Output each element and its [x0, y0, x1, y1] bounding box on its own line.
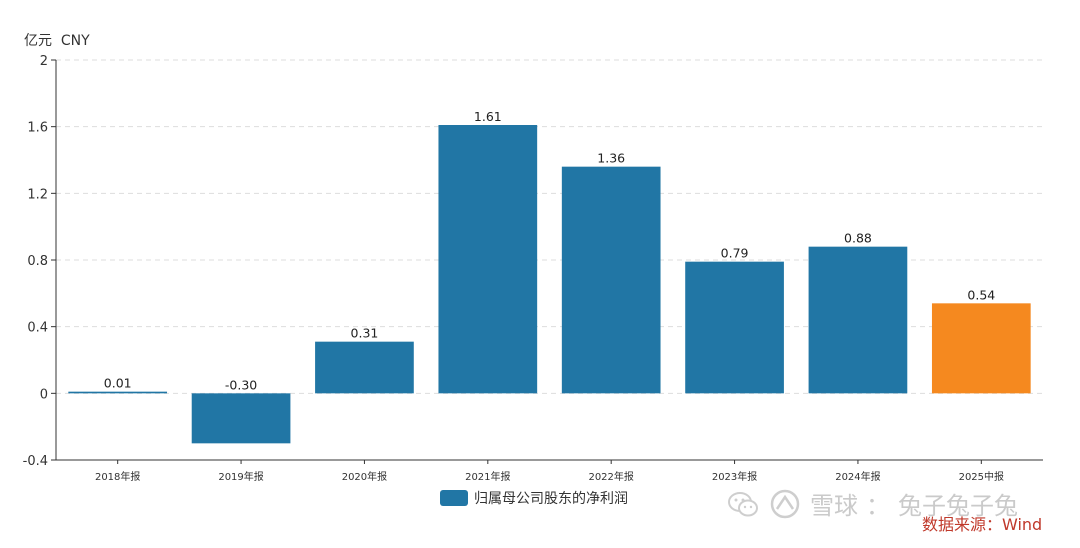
x-tick-label: 2020年报 [342, 470, 387, 483]
bar-2022年报[interactable] [561, 166, 661, 394]
y-tick-label: 0.4 [27, 321, 48, 336]
watermark-platform: 雪球 [810, 492, 858, 520]
y-tick-label: 0.8 [27, 254, 48, 269]
legend[interactable]: 归属母公司股东的净利润 [440, 488, 628, 508]
data-label-2023年报: 0.79 [721, 246, 749, 261]
watermark-author: 兔子兔子兔 [898, 492, 1018, 520]
y-tick-label: 1.2 [27, 187, 48, 202]
bar-2019年报[interactable] [191, 393, 291, 444]
data-label-2019年报: -0.30 [225, 377, 257, 392]
data-label-2020年报: 0.31 [351, 326, 379, 341]
y-tick-label: 2 [40, 54, 48, 69]
y-tick-label: 0 [40, 387, 48, 402]
legend-swatch [440, 490, 468, 506]
x-tick-label: 2021年报 [465, 470, 510, 483]
y-tick-label: 1.6 [27, 121, 48, 136]
watermark-separator: ： [866, 492, 890, 520]
data-label-2025中报: 0.54 [967, 287, 995, 302]
data-label-2018年报: 0.01 [104, 376, 132, 391]
bar-2020年报[interactable] [315, 341, 414, 394]
x-tick-label: 2024年报 [835, 470, 880, 483]
data-labels: 0.01 -0.30 0.31 1.61 1.36 0.79 0.88 0.54 [104, 109, 996, 392]
y-axis-unit-label: 亿元 CNY [24, 33, 90, 49]
bar-2021年报[interactable] [438, 125, 538, 394]
bar-2024年报[interactable] [808, 246, 908, 394]
legend-label: 归属母公司股东的净利润 [474, 491, 628, 507]
watermark: 雪球 ： 兔子兔子兔 [726, 486, 1018, 521]
data-label-2022年报: 1.36 [597, 151, 625, 166]
x-tick-label: 2019年报 [218, 470, 263, 483]
bar-2023年报[interactable] [685, 261, 784, 394]
data-label-2024年报: 0.88 [844, 231, 872, 246]
x-tick-label: 2025中报 [959, 470, 1004, 483]
x-tick-label: 2023年报 [712, 470, 757, 483]
axes: -0.4 0 0.4 0.8 1.2 1.6 2 2018年报 2019年报 2020年报 2021… [23, 54, 1043, 483]
data-label-2021年报: 1.61 [474, 109, 502, 124]
x-tick-label: 2022年报 [588, 470, 633, 483]
bar-2018年报[interactable] [68, 391, 168, 394]
snowball-logo-icon [770, 489, 800, 518]
x-tick-label: 2018年报 [95, 470, 140, 483]
y-tick-label: -0.4 [23, 454, 48, 469]
bar-2025中报[interactable] [931, 303, 1031, 394]
bars [68, 125, 1031, 444]
wechat-icon [728, 491, 758, 516]
data-source-note: 数据来源：Wind [922, 515, 1043, 534]
